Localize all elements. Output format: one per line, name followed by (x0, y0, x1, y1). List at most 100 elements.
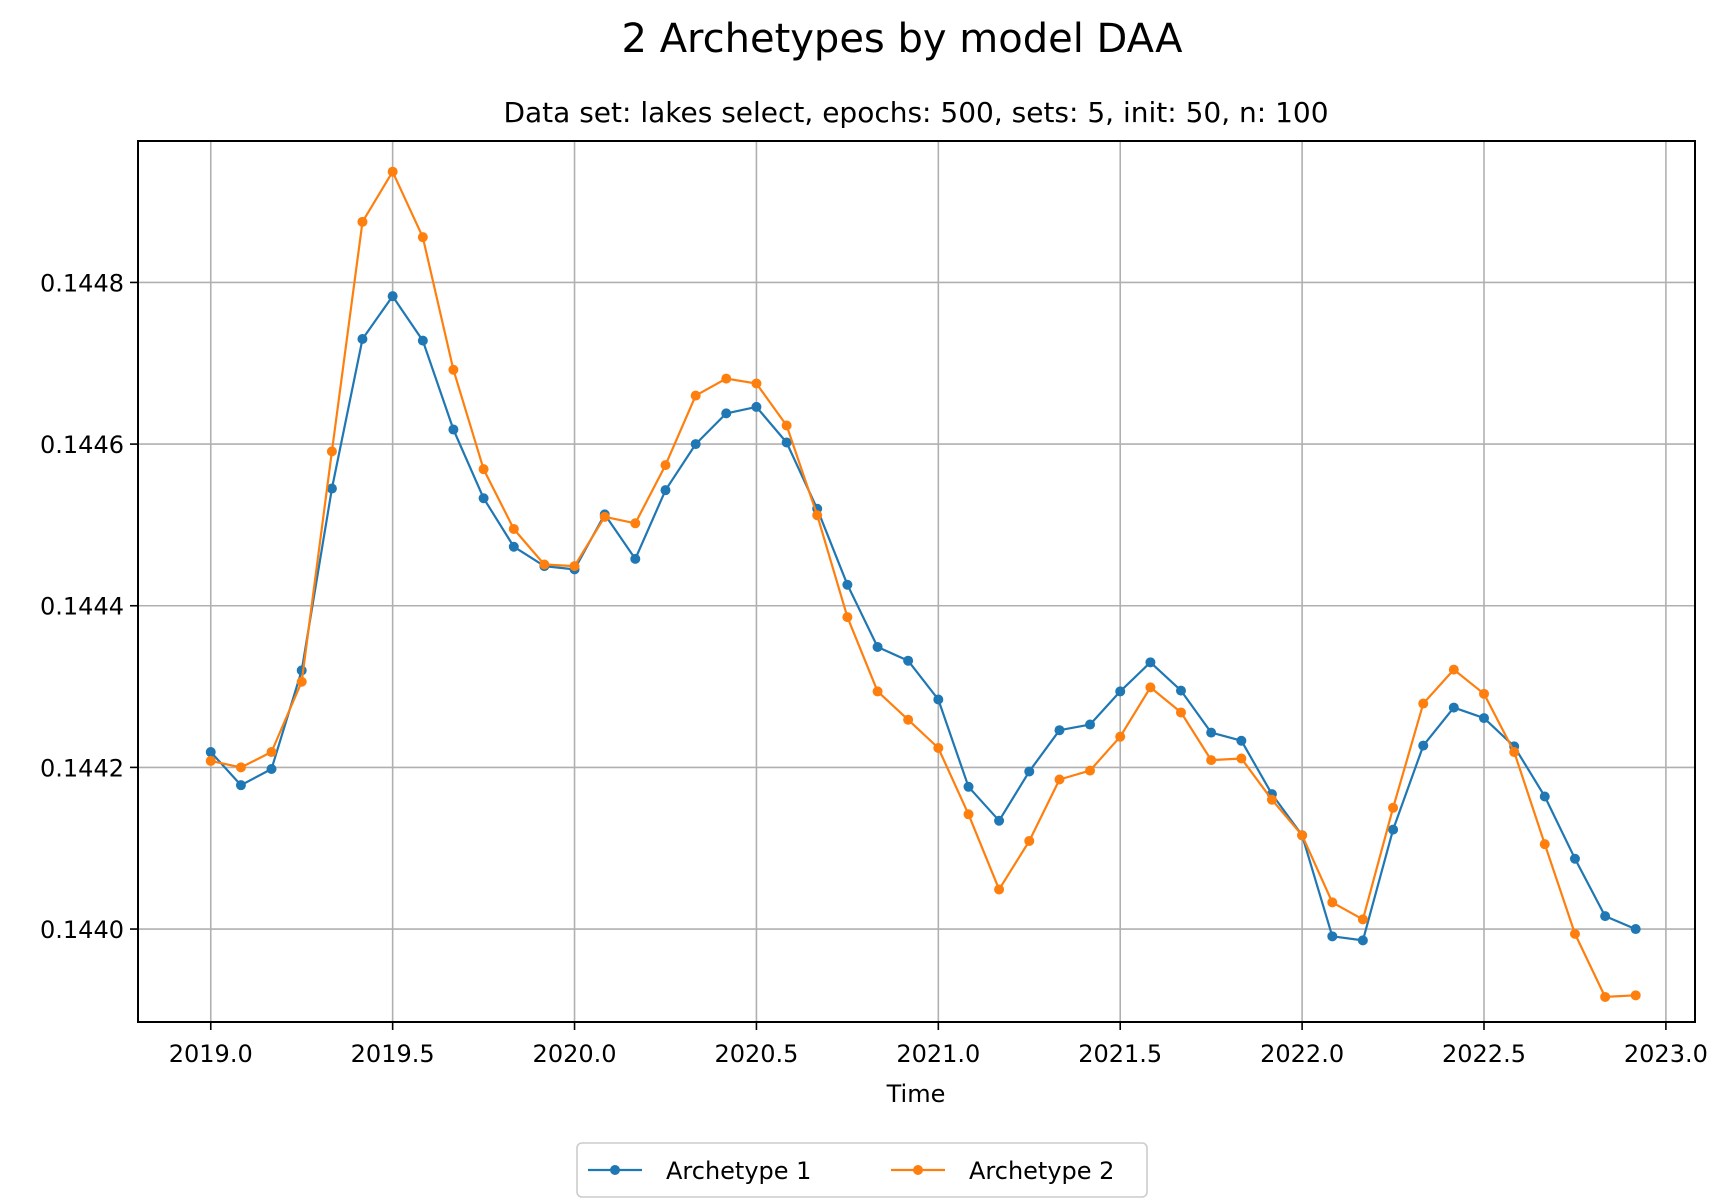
data-point (478, 493, 489, 504)
data-point (448, 424, 459, 435)
legend: Archetype 1 Archetype 2 (576, 1142, 1148, 1198)
data-point (1357, 914, 1368, 925)
data-point (417, 232, 428, 243)
data-point (417, 335, 428, 346)
data-point (1236, 753, 1247, 764)
data-point (690, 390, 701, 401)
data-point (1085, 765, 1096, 776)
x-tick-label: 2020.0 (533, 1040, 617, 1068)
data-point (508, 523, 519, 534)
data-point (872, 686, 883, 697)
data-point (1054, 774, 1065, 785)
data-point (205, 747, 216, 758)
grid-lines (138, 141, 1695, 1022)
chart-subtitle: Data set: lakes select, epochs: 500, set… (503, 96, 1328, 129)
data-point (387, 166, 398, 177)
legend-label: Archetype 2 (969, 1157, 1114, 1185)
data-point (1479, 713, 1490, 724)
data-point (266, 747, 277, 758)
data-point (1388, 824, 1399, 835)
legend-label: Archetype 1 (666, 1157, 811, 1185)
data-point (1357, 935, 1368, 946)
data-point (660, 485, 671, 496)
data-point (1539, 791, 1550, 802)
data-point (1145, 657, 1156, 668)
x-tick-label: 2021.0 (896, 1040, 980, 1068)
data-point (963, 809, 974, 820)
data-point (781, 420, 792, 431)
data-point (781, 437, 792, 448)
data-point (1206, 755, 1217, 766)
data-point (357, 216, 368, 227)
y-tick-label: 0.1448 (40, 269, 124, 297)
data-point (448, 364, 459, 375)
series-line (209, 295, 1637, 942)
data-point (508, 541, 519, 552)
data-point (963, 781, 974, 792)
data-point (1418, 740, 1429, 751)
series-line (210, 170, 1636, 999)
data-point (994, 884, 1005, 895)
series-1 (205, 291, 1641, 946)
data-point (1539, 839, 1550, 850)
data-point (235, 762, 246, 773)
data-point (1145, 682, 1156, 693)
y-tick-label: 0.1440 (40, 916, 124, 944)
data-point (690, 439, 701, 450)
y-tick-label: 0.1442 (40, 754, 124, 782)
legend-swatch-marker (610, 1165, 620, 1175)
data-point (1024, 766, 1035, 777)
data-point (842, 579, 853, 590)
data-point (933, 694, 944, 705)
series-2 (205, 166, 1641, 1002)
data-point (1600, 991, 1611, 1002)
y-tick-label: 0.1446 (40, 431, 124, 459)
data-point (205, 755, 216, 766)
data-point (660, 460, 671, 471)
data-point (1569, 928, 1580, 939)
axis-ticks: 2019.0 2019.5 2020.0 2020.5 2021.0 2021.5 2022… (40, 269, 1708, 1068)
data-point (1115, 686, 1126, 697)
data-point (1569, 853, 1580, 864)
y-tick-label: 0.1444 (40, 593, 124, 621)
data-point (599, 511, 610, 522)
data-point (1206, 727, 1217, 738)
data-point (1236, 735, 1247, 746)
data-point (721, 408, 732, 419)
x-tick-label: 2022.0 (1260, 1040, 1344, 1068)
data-point (235, 780, 246, 791)
data-point (903, 714, 914, 725)
legend-item: Archetype 1 (588, 1157, 811, 1185)
data-point (1630, 990, 1641, 1001)
data-point (478, 464, 489, 475)
data-point (721, 373, 732, 384)
plot-area-frame (137, 140, 1696, 1023)
data-point (1509, 747, 1520, 758)
data-point (357, 334, 368, 345)
data-point (872, 641, 883, 652)
data-point (933, 743, 944, 754)
data-point (569, 561, 580, 572)
data-point (1024, 835, 1035, 846)
data-point (1418, 698, 1429, 709)
data-point (903, 655, 914, 666)
data-point (296, 676, 307, 687)
data-point (1327, 931, 1338, 942)
data-point (326, 446, 337, 457)
data-point (630, 553, 641, 564)
data-point (1175, 685, 1186, 696)
legend-frame (576, 1142, 1148, 1198)
data-point (1388, 802, 1399, 813)
data-point (1448, 664, 1459, 675)
series-lines (205, 166, 1641, 1002)
data-point (1479, 688, 1490, 699)
data-point (1448, 702, 1459, 713)
x-tick-label: 2019.5 (351, 1040, 435, 1068)
data-point (1630, 924, 1641, 935)
data-point (994, 815, 1005, 826)
x-tick-label: 2020.5 (714, 1040, 798, 1068)
data-point (751, 378, 762, 389)
data-point (751, 401, 762, 412)
data-point (1175, 707, 1186, 718)
